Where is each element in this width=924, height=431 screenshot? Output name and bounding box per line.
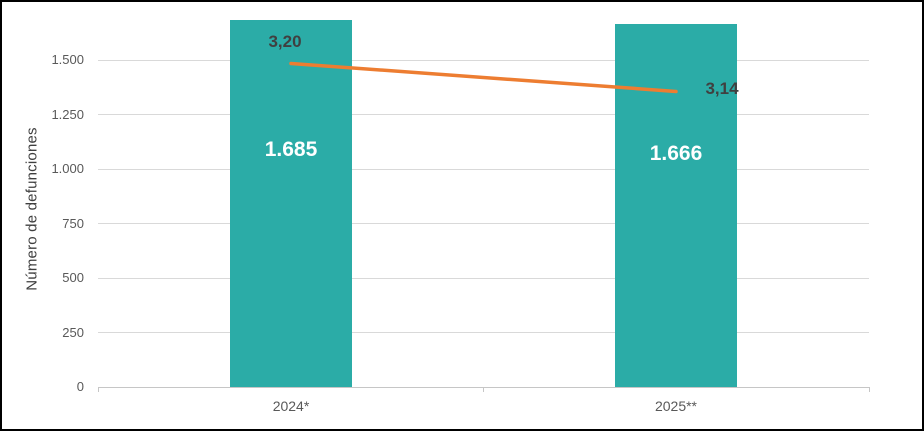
gridline <box>98 168 869 170</box>
axis-tick <box>483 387 484 392</box>
gridline <box>98 59 869 61</box>
line-point-label: 3,14 <box>705 79 739 99</box>
axis-tick <box>868 387 870 392</box>
gridline <box>98 223 869 224</box>
y-tick-label: 250 <box>62 324 84 340</box>
x-axis-label: 2024* <box>272 398 310 414</box>
y-tick-label: 750 <box>62 215 84 231</box>
bar <box>615 23 737 387</box>
y-tick-label: 1.000 <box>51 161 84 176</box>
y-tick-label: 0 <box>76 379 84 394</box>
bar <box>230 19 352 387</box>
line-point-label: 3,20 <box>268 32 302 52</box>
y-tick-label: 1.250 <box>51 106 84 122</box>
y-tick-label: 1.500 <box>51 52 84 67</box>
y-tick-label: 500 <box>62 270 84 285</box>
x-axis-label: 2025** <box>654 398 698 414</box>
bar-value-label: 1.685 <box>264 137 318 161</box>
axis-tick <box>97 387 99 392</box>
bar-value-label: 1.666 <box>649 141 703 165</box>
gridline <box>98 277 869 279</box>
y-axis-title: Número de defunciones <box>23 127 41 291</box>
gridline <box>98 332 869 333</box>
gridline <box>98 114 869 115</box>
